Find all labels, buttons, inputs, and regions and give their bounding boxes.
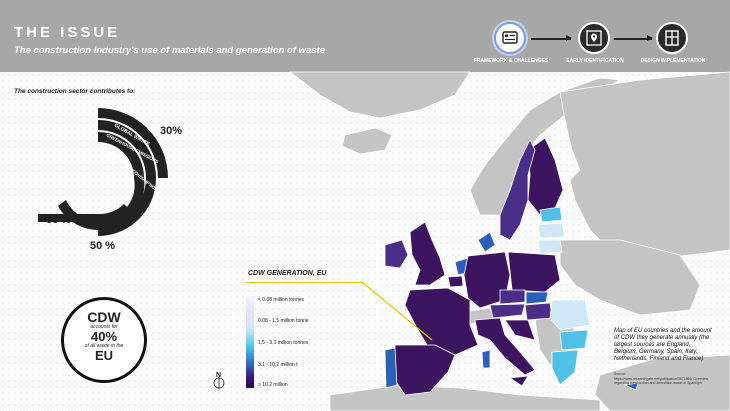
map-portugal <box>384 347 398 389</box>
map-turkey <box>594 354 730 411</box>
source-text: https://www.researchgate.net/publication… <box>614 376 708 386</box>
map-united-kingdom <box>409 221 446 286</box>
legend-title: CDW GENERATION, EU <box>248 270 327 277</box>
cdw-percent: 40% <box>90 329 118 344</box>
map-lithuania <box>537 239 563 255</box>
map-slovakia <box>525 291 549 305</box>
map-north-africa <box>329 384 601 411</box>
percent-greenhouse: 50 % <box>90 240 116 252</box>
page-subtitle: The construction industry's use of mater… <box>14 45 326 56</box>
cdw-line2: of all waste in the <box>84 343 124 349</box>
map-belgium <box>447 275 464 288</box>
legend-underline <box>246 282 362 284</box>
map-cyprus <box>623 382 639 391</box>
step-early-identification-label: EARLY IDENTIFICATION <box>566 58 624 64</box>
contributions-intro: The construction sector contributes to: <box>14 88 136 95</box>
map-denmark <box>477 231 496 253</box>
step-arrow <box>531 35 572 41</box>
cdw-fact-badge: CDW accounts for 40% of all waste in the… <box>61 297 147 383</box>
step-framework-label: FRAMEWORK & CHALLENGES <box>473 58 549 64</box>
north-arrow-icon <box>213 377 225 389</box>
legend-class-1: < 0.08 million tonnes <box>258 297 305 303</box>
map-latvia <box>537 222 566 239</box>
map-croatia <box>504 319 536 341</box>
arc-global-waste <box>98 108 168 178</box>
legend-color-bar <box>246 296 254 388</box>
map-russia-west <box>559 71 730 261</box>
cdw-line1: accounts for <box>90 324 118 330</box>
map-czechia <box>499 289 526 305</box>
legend-pointer-line <box>361 281 433 341</box>
north-label: N <box>216 372 222 379</box>
map-belarus-ukraine <box>559 239 701 316</box>
map-poland <box>507 251 561 293</box>
cdw-region: EU <box>94 348 114 363</box>
map-bulgaria <box>559 329 589 351</box>
source-label: Source: <box>614 372 627 376</box>
step-design-implementation-label: DESIGN IMPLEMENTATION <box>640 58 706 64</box>
map-note: Map of EU countries and the amount of CD… <box>614 328 712 362</box>
step-early-identification-button[interactable] <box>578 22 610 54</box>
percent-raw-materials: 60 % <box>46 214 72 226</box>
grid-icon <box>665 30 679 46</box>
legend-class-3: 1.5 - 3.1 million tonnes <box>258 340 309 346</box>
percent-global-waste: 30% <box>160 125 183 137</box>
list-icon <box>502 31 518 44</box>
map-hungary <box>524 302 553 321</box>
map-italy <box>474 317 536 376</box>
step-design-implementation-button[interactable] <box>656 22 688 54</box>
map-france <box>404 287 479 356</box>
map-source: Source: https://www.researchgate.net/pub… <box>614 372 714 386</box>
map-greece <box>551 349 579 386</box>
map-sicily <box>508 375 529 387</box>
contributions-arc-chart: GLOBAL WASTE GREENHOUSE EMISSIONS RAW MA… <box>38 108 168 236</box>
map-ireland <box>384 239 409 269</box>
step-arrow <box>614 35 653 41</box>
step-framework-button[interactable] <box>494 22 526 54</box>
map-sardinia <box>481 349 491 369</box>
map-pin-icon <box>586 30 602 46</box>
map-iceland <box>341 127 393 155</box>
map-germany <box>463 251 511 309</box>
cdw-title: CDW <box>87 309 121 325</box>
legend-class-4: 3.1 - 10.2 million t <box>258 362 298 368</box>
page-title: THE ISSUE <box>14 24 121 41</box>
map-greenland <box>288 71 471 119</box>
map-romania <box>549 299 591 331</box>
legend-class-2: 0.08 - 1.5 million tonne <box>258 318 309 324</box>
arc-greenhouse-emissions <box>98 120 156 236</box>
legend-class-5: > 10.2 million <box>258 382 288 388</box>
map-austria <box>489 303 526 319</box>
map-estonia <box>539 206 563 223</box>
map-sweden <box>499 139 536 241</box>
